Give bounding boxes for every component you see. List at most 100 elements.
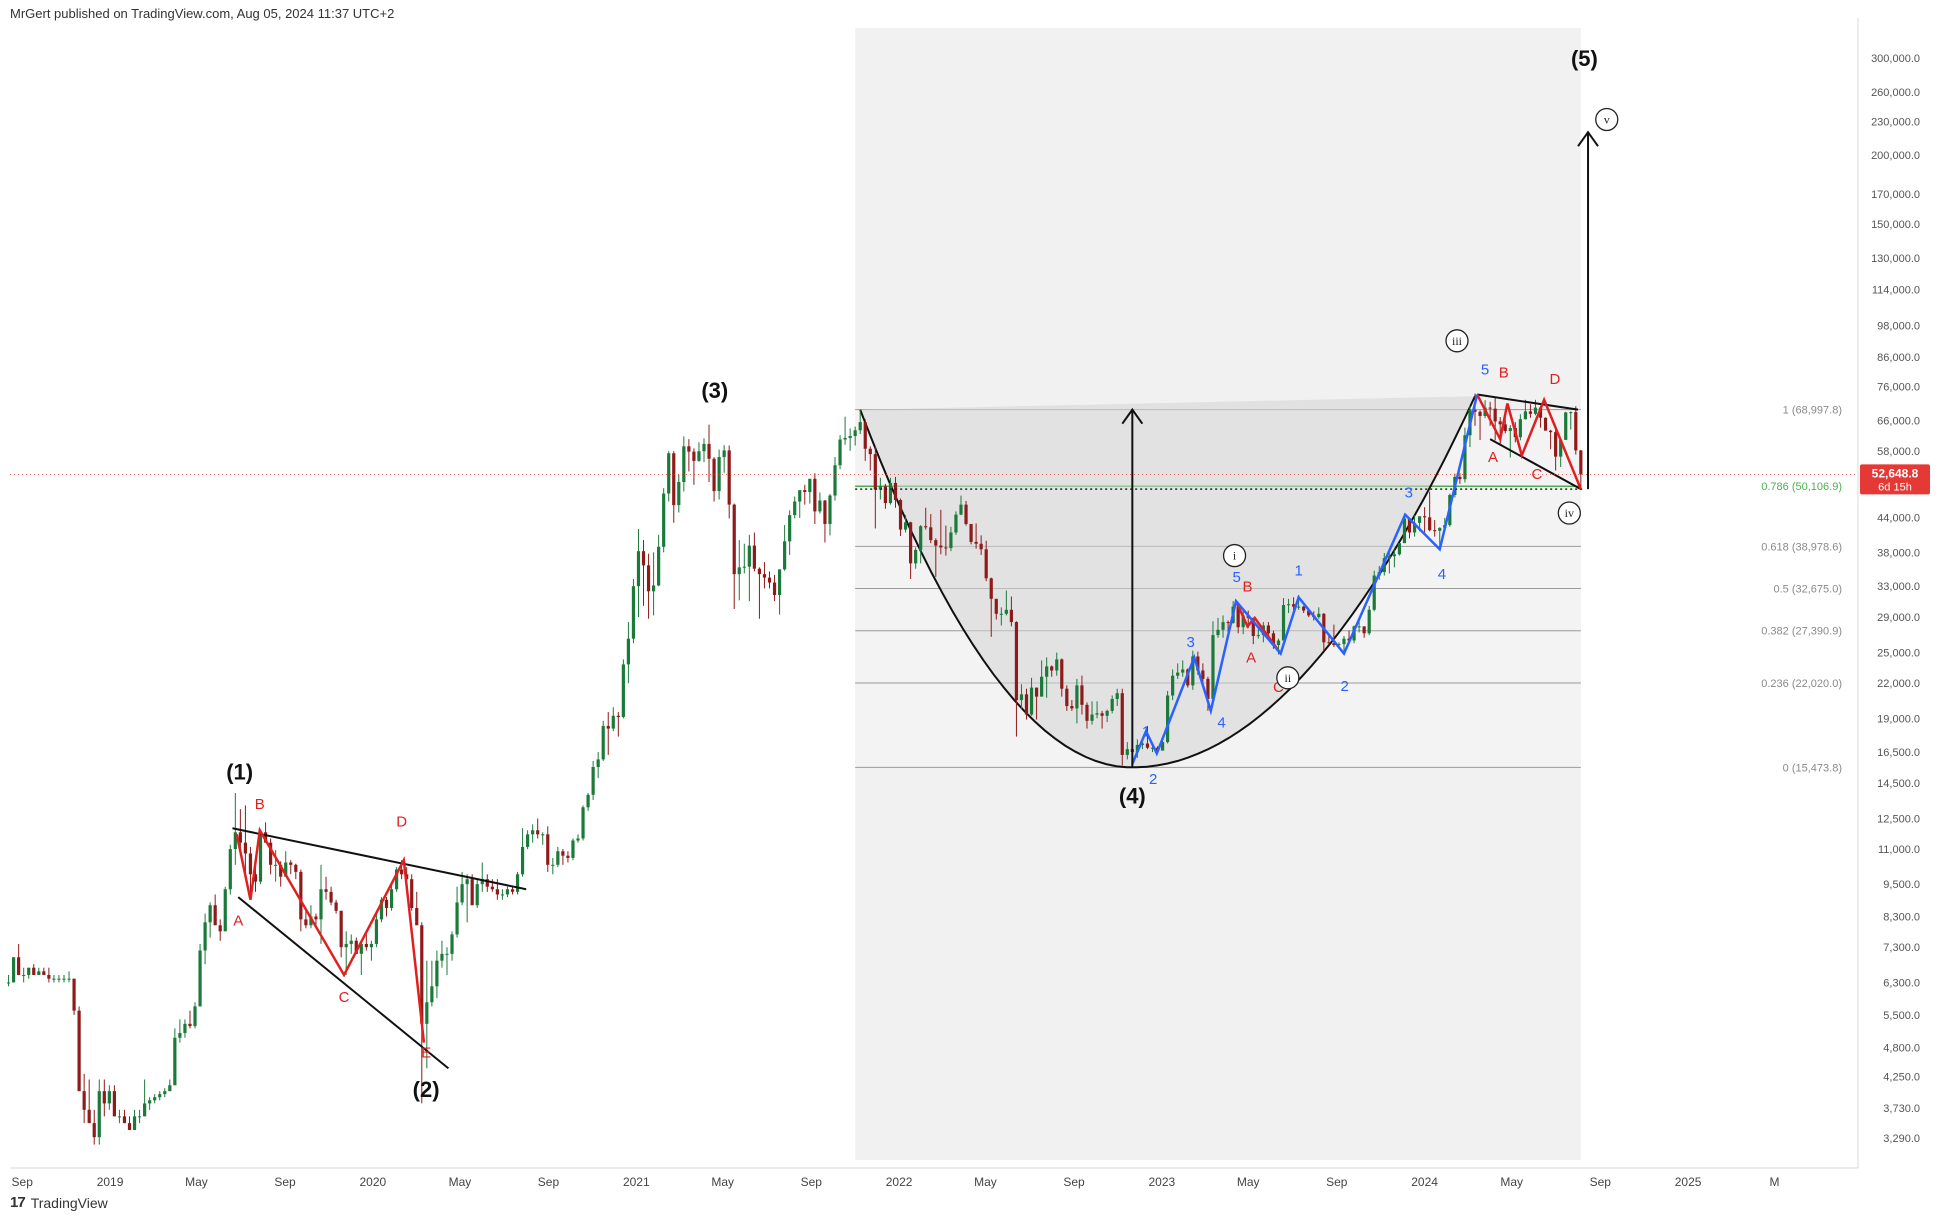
candle-body [712, 458, 716, 492]
candle-body [636, 551, 641, 587]
fib-level-label: 0.786 (50,106.9) [1761, 481, 1842, 493]
wave-label: C [1531, 466, 1542, 483]
y-tick-label: 4,250.0 [1883, 1072, 1920, 1084]
candle-body [258, 832, 263, 882]
y-tick-label: 200,000.0 [1871, 150, 1920, 162]
candle-body [742, 566, 746, 568]
candle-body [888, 482, 893, 504]
candle-body [57, 978, 61, 980]
candle-body [369, 943, 373, 948]
candle-body [6, 982, 11, 984]
candle-body [435, 960, 439, 987]
candle-body [662, 493, 666, 547]
candle-body [27, 967, 31, 975]
candle-body [379, 899, 384, 920]
y-tick-label: 16,500.0 [1877, 747, 1920, 759]
candle-body [1463, 435, 1467, 480]
candle-body [1574, 412, 1578, 451]
candle-body [72, 978, 76, 1011]
candle-body [601, 725, 605, 760]
candle-body [77, 1010, 81, 1092]
wave-label: (2) [413, 1077, 440, 1102]
candle-body [1498, 421, 1502, 425]
candle-body [228, 849, 232, 890]
y-tick-label: 29,000.0 [1877, 612, 1920, 624]
candle-body [657, 546, 661, 586]
y-tick-label: 66,000.0 [1877, 415, 1920, 427]
candle-body [1271, 633, 1276, 646]
candle-body [213, 905, 217, 926]
tradingview-logo[interactable]: 17 TradingView [10, 1194, 108, 1211]
candle-body [1110, 698, 1114, 711]
candle-body [37, 971, 41, 975]
candle-body [626, 638, 630, 665]
candle-body [1105, 710, 1109, 716]
x-tick-label: 2025 [1675, 1175, 1702, 1189]
y-tick-label: 170,000.0 [1871, 189, 1920, 201]
x-tick-label: 2020 [359, 1175, 386, 1189]
tradingview-logo-icon: 17 [10, 1194, 26, 1211]
candle-body [289, 862, 293, 865]
candle-body [1256, 635, 1260, 637]
candle-body [1327, 642, 1331, 644]
candle-body [727, 450, 731, 505]
candle-body [717, 457, 721, 492]
candle-body [954, 514, 958, 533]
candle-body [1115, 693, 1119, 699]
candle-body [1286, 604, 1291, 606]
y-tick-label: 38,000.0 [1877, 547, 1920, 559]
candle-body [863, 422, 867, 449]
candle-body [1009, 609, 1013, 623]
candle-body [183, 1023, 187, 1034]
candle-body [82, 1091, 86, 1110]
y-tick-label: 5,500.0 [1883, 1010, 1920, 1022]
candle-body [1181, 669, 1185, 673]
wave-label: (5) [1571, 46, 1598, 71]
candle-body [767, 577, 772, 583]
candle-body [1060, 659, 1064, 689]
candle-body [505, 889, 510, 895]
wave-circle-label: iii [1452, 334, 1463, 348]
candle-body [274, 864, 278, 866]
candle-body [178, 1033, 182, 1038]
y-tick-label: 86,000.0 [1877, 352, 1920, 364]
candle-body [1014, 622, 1019, 701]
candle-body [566, 855, 570, 858]
candle-body [1342, 638, 1346, 645]
candle-body [208, 905, 212, 923]
candle-body [898, 500, 903, 530]
candle-body [415, 907, 419, 926]
candle-body [1307, 610, 1311, 616]
candle-body [1125, 749, 1129, 755]
candle-body [279, 864, 283, 877]
candle-body [309, 916, 313, 926]
candle-body [425, 1002, 429, 1024]
candle-body [122, 1116, 127, 1124]
candle-body [263, 832, 268, 843]
candle-body [284, 862, 288, 877]
y-tick-label: 150,000.0 [1871, 219, 1920, 231]
candle-body [1065, 688, 1069, 707]
candle-body [294, 864, 298, 872]
fib-level-label: 0.618 (38,978.6) [1761, 541, 1842, 553]
candle-body [722, 450, 726, 458]
candle-body [929, 527, 933, 541]
candle-body [974, 541, 978, 544]
candle-body [969, 523, 973, 542]
candle-body [944, 547, 948, 549]
candle-body [1070, 706, 1074, 709]
candle-body [641, 551, 646, 566]
candle-body [878, 486, 882, 490]
wave-label: 4 [1438, 566, 1446, 583]
wave-label: 5 [1481, 361, 1489, 378]
x-tick-label: May [1237, 1175, 1260, 1189]
candle-body [1362, 626, 1366, 634]
candle-body [571, 840, 575, 858]
candle-body [697, 451, 701, 461]
candle-body [1478, 411, 1482, 416]
candle-body [1412, 522, 1417, 533]
candle-body [702, 443, 706, 452]
candle-body [1266, 625, 1270, 634]
wave-label: 1 [1142, 724, 1150, 741]
